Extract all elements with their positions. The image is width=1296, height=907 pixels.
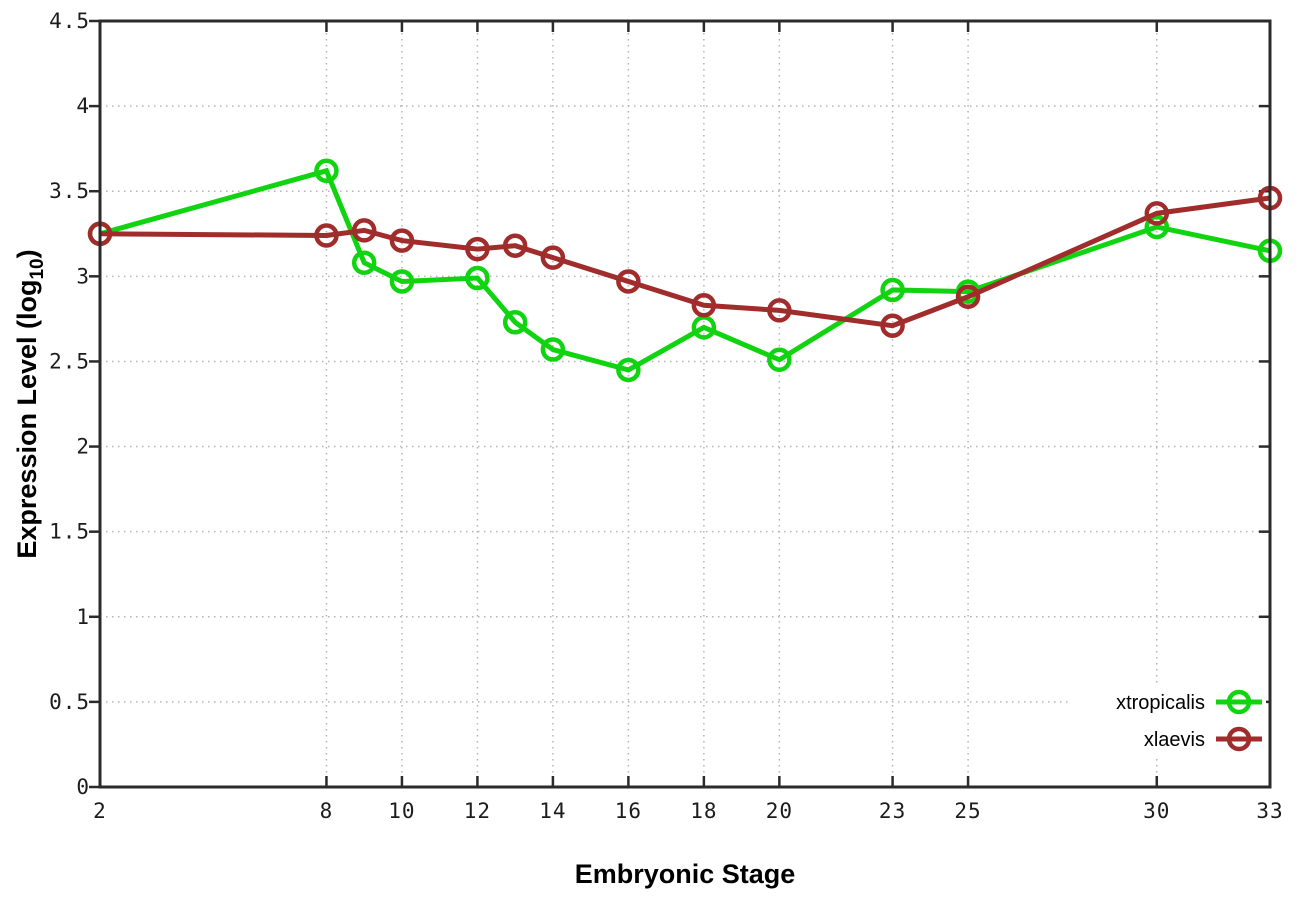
data-point-xtropicalis <box>767 347 792 372</box>
legend-entry-xtropicalis: xtropicalis <box>1116 689 1262 715</box>
y-tick-label: 4 <box>76 94 90 118</box>
legend-label-xlaevis: xlaevis <box>1144 729 1205 751</box>
data-point-xlaevis <box>880 313 905 338</box>
y-tick-label: 0.5 <box>49 690 90 714</box>
y-tick-label: 3.5 <box>49 179 90 203</box>
x-tick-label: 25 <box>954 799 981 823</box>
y-tick-label: 0 <box>76 775 90 799</box>
x-tick-label: 2 <box>93 799 107 823</box>
data-point-xtropicalis <box>351 250 377 275</box>
legend-marker <box>1226 689 1252 715</box>
x-tick-label: 14 <box>539 799 566 823</box>
data-point-xlaevis <box>691 293 717 318</box>
data-point-xtropicalis <box>502 310 528 335</box>
tick-marks <box>89 19 1272 789</box>
x-tick-label: 12 <box>464 799 491 823</box>
x-tick-labels: 2 8 10 12 14 16 18 20 23 25 30 33 <box>93 799 1283 823</box>
legend-entry-xlaevis: xlaevis <box>1144 726 1262 752</box>
y-tick-label: 1 <box>76 605 90 629</box>
data-point-xlaevis <box>465 236 490 262</box>
x-tick-label: 23 <box>879 799 906 823</box>
data-point-xlaevis <box>767 298 792 323</box>
y-axis-title-subscript: 10 <box>27 258 48 279</box>
data-point-xtropicalis <box>465 265 490 291</box>
data-point-xlaevis <box>955 284 981 310</box>
data-point-xlaevis <box>389 228 415 253</box>
data-point-xlaevis <box>314 223 339 248</box>
y-axis-title-main: Expression Level (log <box>12 280 42 559</box>
data-point-xtropicalis <box>880 277 905 303</box>
data-point-xlaevis <box>540 245 566 270</box>
legend-label-xtropicalis: xtropicalis <box>1116 692 1205 714</box>
x-tick-label: 33 <box>1256 799 1283 823</box>
x-tick-label: 20 <box>766 799 793 823</box>
y-tick-labels: 0 0.5 1 1.5 2 2.5 3 3.5 4 4.5 <box>49 9 90 799</box>
x-tick-label: 8 <box>320 799 334 823</box>
series-xlaevis <box>87 185 1283 338</box>
y-tick-label: 4.5 <box>49 9 90 33</box>
x-axis-title: Embryonic Stage <box>575 859 796 889</box>
x-tick-label: 18 <box>690 799 717 823</box>
data-point-xlaevis <box>1144 201 1170 226</box>
y-tick-label: 1.5 <box>49 520 90 544</box>
x-tick-label: 10 <box>388 799 415 823</box>
x-tick-label: 16 <box>615 799 642 823</box>
y-axis-title-suffix: ) <box>12 249 42 258</box>
x-tick-label: 30 <box>1143 799 1170 823</box>
data-point-xtropicalis <box>1144 214 1170 240</box>
y-tick-label: 2 <box>76 435 90 459</box>
y-axis-title: Expression Level (log10) <box>12 249 48 558</box>
plot-border <box>98 19 1272 789</box>
data-point-xtropicalis <box>389 269 415 294</box>
data-point-xlaevis <box>616 269 641 294</box>
data-point-xtropicalis <box>540 337 566 362</box>
data-point-xtropicalis <box>616 357 641 383</box>
series-line-xlaevis <box>99 195 1271 329</box>
y-tick-label: 2.5 <box>49 349 90 373</box>
series-line-xtropicalis <box>99 167 1271 373</box>
legend-marker <box>1226 726 1252 752</box>
data-point-xtropicalis <box>314 158 339 184</box>
data-point-xlaevis <box>351 218 377 243</box>
y-tick-label: 3 <box>76 264 90 288</box>
legend: xtropicalis xlaevis <box>1068 684 1266 758</box>
data-point-xlaevis <box>502 233 528 258</box>
